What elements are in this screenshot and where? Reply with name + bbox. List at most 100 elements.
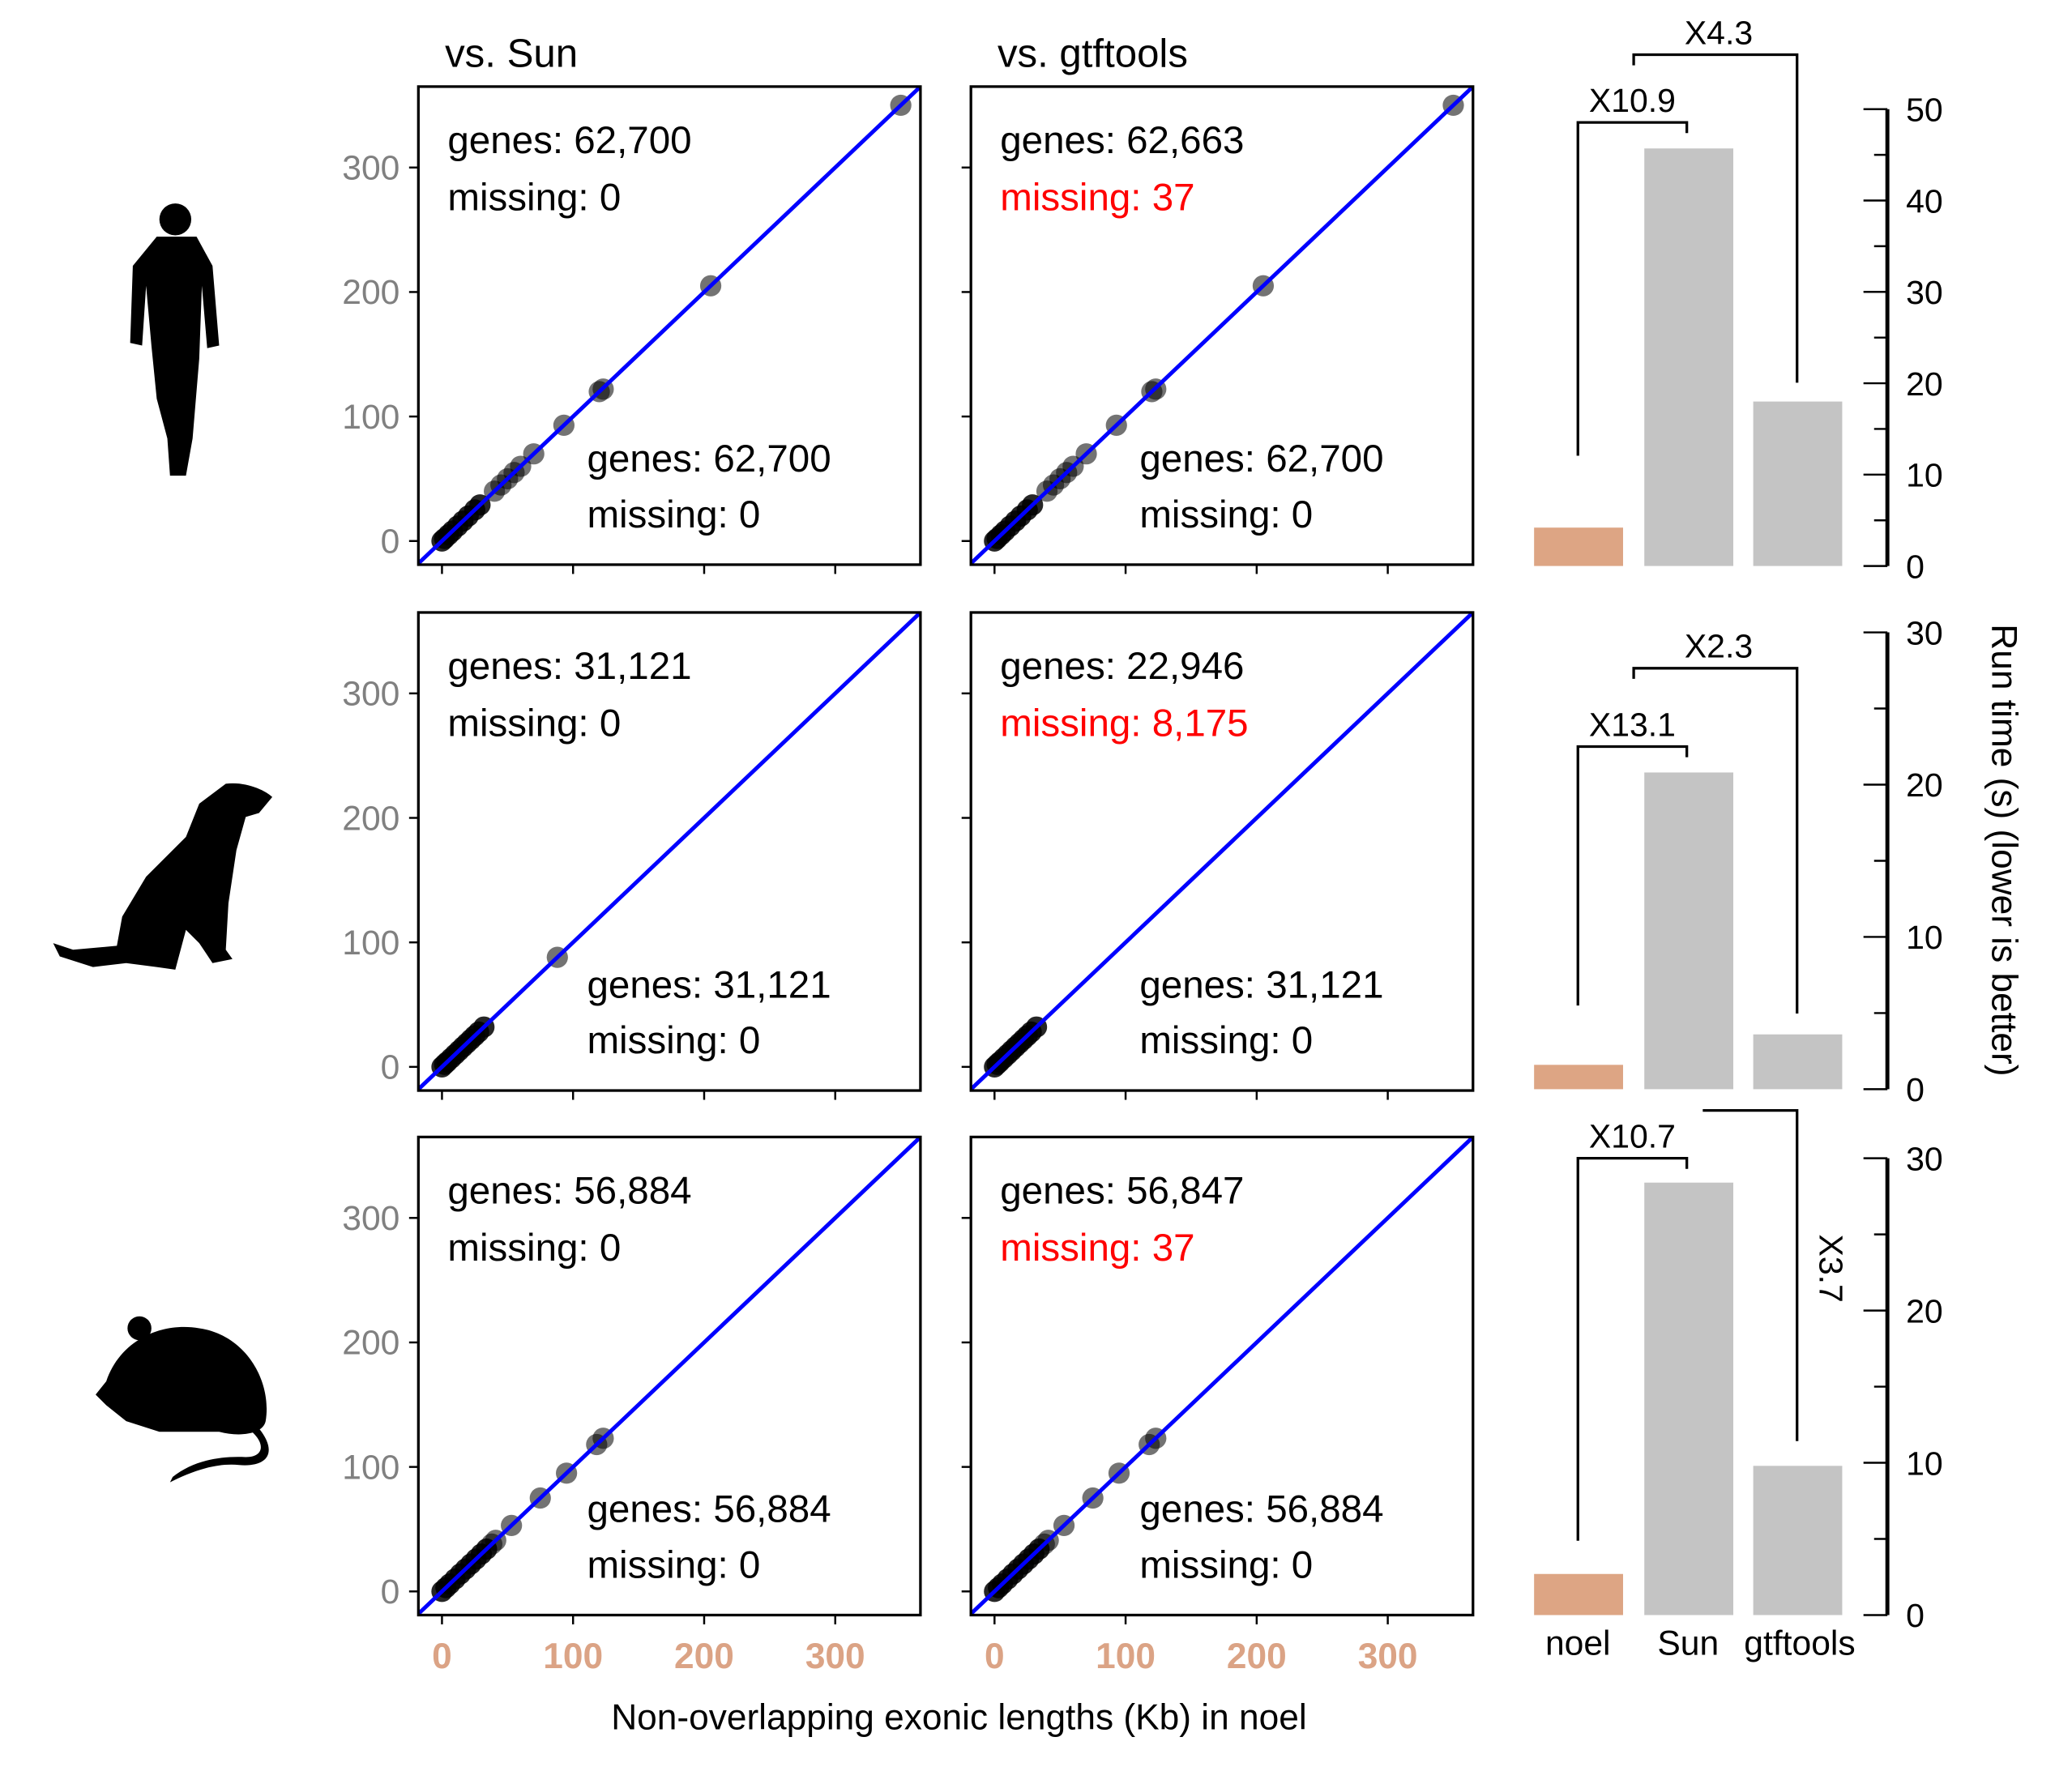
identity-line (971, 612, 1473, 1091)
axes-frame (417, 85, 922, 566)
y-tick-label: 0 (1906, 1071, 1925, 1108)
y-tick-label: 100 (342, 398, 399, 437)
missing-count-top: missing: 37 (1000, 1227, 1194, 1270)
identity-line (418, 612, 921, 1091)
y-tick-label: 300 (342, 675, 399, 714)
x-axis-label: Non-overlapping exonic lengths (Kb) in n… (611, 1697, 1306, 1737)
x-tick-label: 300 (805, 1637, 865, 1676)
y-tick-label: 0 (1906, 1597, 1925, 1634)
y-tick-label: 20 (1906, 766, 1943, 804)
speedup-label: X10.9 (1589, 82, 1676, 119)
missing-count-top: missing: 0 (447, 1227, 621, 1270)
runtime-bar-panel: 0 10 20 30 X13.1 X2.3 (1534, 614, 1943, 1108)
y-tick-label: 0 (381, 1048, 400, 1087)
missing-count-top: missing: 0 (447, 702, 621, 745)
axes-frame (969, 85, 1475, 566)
x-category-label: gtftools (1744, 1624, 1855, 1663)
axes-frame (417, 1135, 922, 1617)
x-tick-label: 100 (1096, 1637, 1156, 1676)
genes-count-top: genes: 22,946 (1000, 645, 1244, 688)
scatter-panel: 0 100 200 300 genes: 31,121 missing: 0 genes: … (342, 611, 922, 1100)
comparison-bracket (1576, 745, 1689, 1006)
y-tick-label: 100 (342, 924, 399, 962)
speedup-label: X4.3 (1685, 14, 1753, 51)
speedup-label: X3.7 (1813, 1235, 1850, 1303)
human-silhouette-icon (130, 203, 220, 476)
genes-count-top: genes: 56,847 (1000, 1169, 1244, 1212)
genes-count-top: genes: 31,121 (447, 645, 691, 688)
identity-line (971, 1137, 1473, 1615)
missing-count-top: missing: 8,175 (1000, 702, 1248, 745)
y-tick-label: 50 (1906, 92, 1943, 129)
y-tick-label: 200 (342, 273, 399, 312)
x-tick-label: 0 (985, 1637, 1005, 1676)
y-tick-label: 300 (342, 1199, 399, 1238)
runtime-bar-panel: 0 10 20 30 noel Sun gtftools X10.7 X3.7 (1534, 1108, 1943, 1663)
comparison-bracket (1576, 121, 1689, 456)
bar-Sun (1644, 772, 1734, 1090)
genes-count-bottom: genes: 31,121 (587, 963, 831, 1006)
y-tick-label: 40 (1906, 182, 1943, 220)
axes-frame (969, 1135, 1475, 1617)
missing-count-top: missing: 0 (447, 176, 621, 219)
x-category-label: noel (1545, 1624, 1611, 1663)
column-title-sun: vs. Sun (445, 31, 578, 75)
comparison-bracket (1632, 53, 1799, 383)
bar-Sun (1644, 148, 1734, 566)
missing-count-bottom: missing: 0 (587, 493, 760, 536)
runtime-bar-panel: 0 10 20 30 40 50 X10.9X4.3 (1534, 14, 1943, 585)
bar-gtftools (1753, 401, 1843, 566)
bar-gtftools (1753, 1466, 1843, 1615)
identity-line (418, 1137, 921, 1615)
comparison-bracket (1702, 1108, 1799, 1441)
x-tick-label: 300 (1358, 1637, 1418, 1676)
genes-count-bottom: genes: 56,884 (1139, 1488, 1383, 1531)
y-tick-label: 30 (1906, 1140, 1943, 1177)
y-tick-label: 10 (1906, 1445, 1943, 1482)
x-category-label: Sun (1657, 1624, 1719, 1663)
axes-frame (969, 611, 1475, 1092)
y-tick-label: 0 (1906, 548, 1925, 585)
comparison-bracket (1632, 667, 1799, 1014)
speedup-label: X10.7 (1589, 1118, 1676, 1155)
comparison-bracket (1576, 1157, 1689, 1541)
x-tick-label: 200 (674, 1637, 734, 1676)
missing-count-bottom: missing: 0 (1139, 1019, 1313, 1062)
bar-gtftools (1753, 1034, 1843, 1090)
speedup-label: X2.3 (1685, 628, 1753, 665)
y-tick-label: 0 (381, 1573, 400, 1611)
missing-count-bottom: missing: 0 (587, 1019, 760, 1062)
genes-count-top: genes: 62,663 (1000, 119, 1244, 162)
y-tick-label: 300 (342, 149, 399, 188)
bar-noel (1534, 1065, 1623, 1090)
bar-Sun (1644, 1182, 1734, 1615)
scatter-panel: 0 100 200 300 genes: 56,847 missing: 37 genes:… (961, 1135, 1475, 1676)
genes-count-bottom: genes: 56,884 (587, 1488, 831, 1531)
genes-count-top: genes: 62,700 (447, 119, 691, 162)
y-tick-label: 20 (1906, 365, 1943, 403)
bar-noel (1534, 1573, 1623, 1615)
scatter-panel: genes: 62,663 missing: 37 genes: 62,700 mis… (961, 85, 1475, 574)
x-tick-label: 200 (1227, 1637, 1287, 1676)
genes-count-top: genes: 56,884 (447, 1169, 691, 1212)
y-tick-label: 30 (1906, 274, 1943, 311)
plot-area (971, 612, 1473, 1091)
bar-noel (1534, 527, 1623, 566)
plot-area (971, 1137, 1473, 1615)
scatter-panel: 00 100 100 200 200 300 300 genes: 56,884 missing… (342, 1135, 922, 1676)
mouse-silhouette-icon (96, 1316, 269, 1483)
plot-area (418, 612, 921, 1091)
plot-area (418, 86, 921, 565)
missing-count-bottom: missing: 0 (587, 1544, 760, 1587)
missing-count-top: missing: 37 (1000, 176, 1194, 219)
scatter-panel: genes: 22,946 missing: 8,175 genes: 31,121… (961, 611, 1475, 1100)
scatter-panel: 0 100 200 300 genes: 62,700 missing: 0 genes: … (342, 85, 922, 574)
y-tick-label: 200 (342, 799, 399, 838)
genes-count-bottom: genes: 31,121 (1139, 963, 1383, 1006)
bar-y-axis-label: Run time (s) (lower is better) (1984, 624, 2024, 1076)
axes-frame (417, 611, 922, 1092)
y-tick-label: 10 (1906, 919, 1943, 956)
x-tick-label: 0 (432, 1637, 452, 1676)
missing-count-bottom: missing: 0 (1139, 1544, 1313, 1587)
